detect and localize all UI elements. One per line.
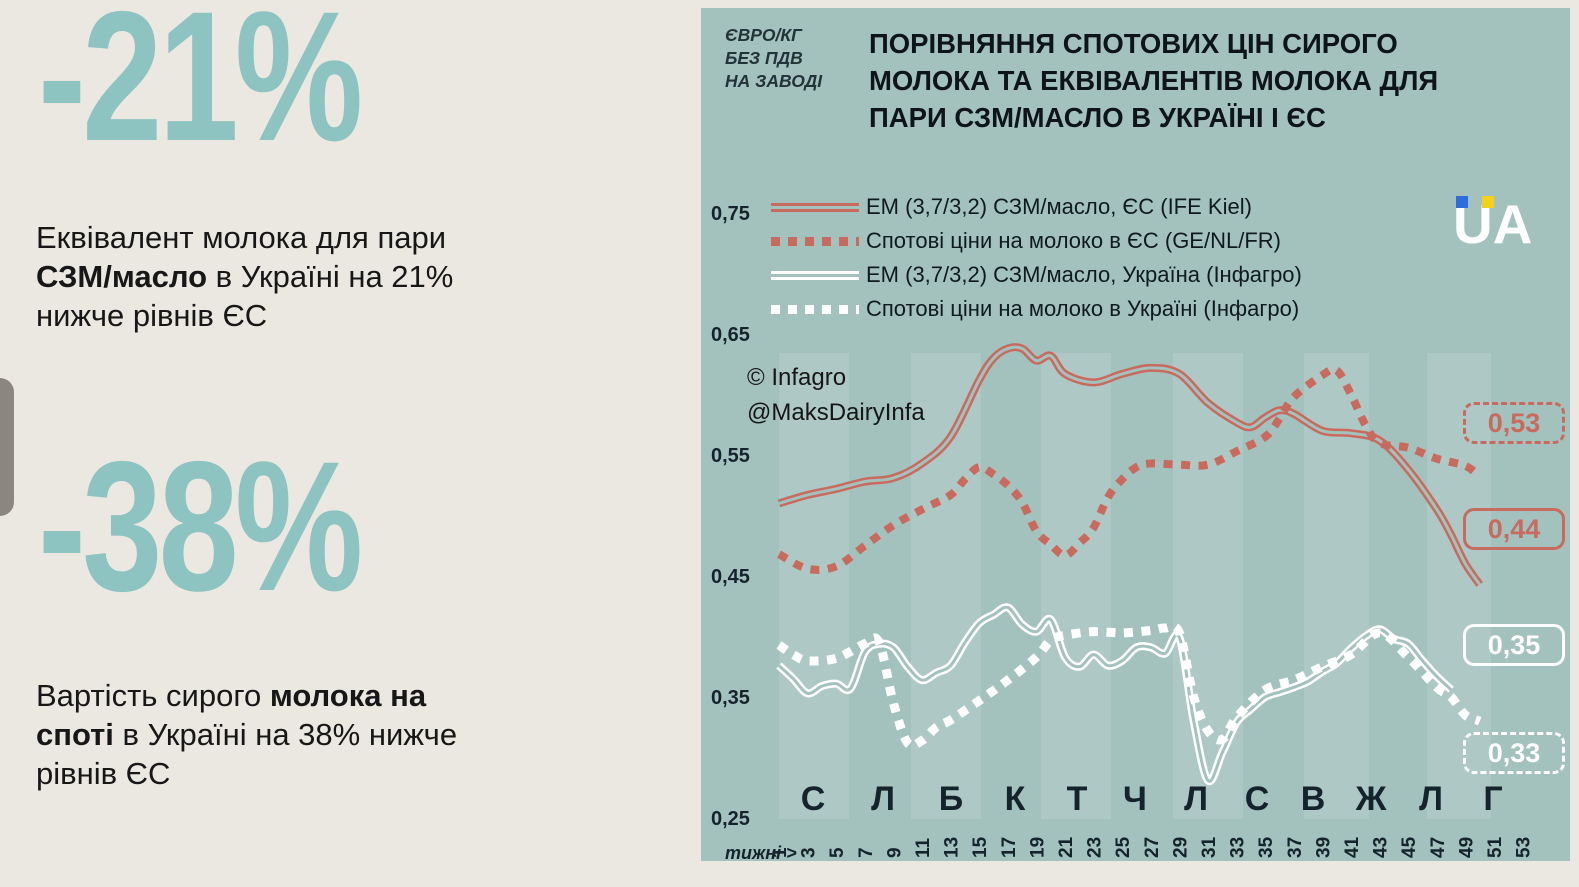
- svg-text:Г: Г: [1483, 780, 1502, 818]
- svg-text:В: В: [1301, 780, 1326, 818]
- svg-text:23: 23: [1085, 837, 1106, 858]
- chart-legend: ЕМ (3,7/3,2) СЗМ/масло, ЄС (IFE Kiel) Сп…: [771, 190, 1302, 326]
- legend-item-eu-em: ЕМ (3,7/3,2) СЗМ/масло, ЄС (IFE Kiel): [771, 190, 1302, 224]
- stat-2-text-bold: молока на споті: [36, 678, 427, 753]
- legend-item-eu-spot: Спотові ціни на молоко в ЄС (GE/NL/FR): [771, 224, 1302, 258]
- svg-text:9: 9: [884, 847, 905, 858]
- svg-text:Б: Б: [939, 780, 963, 818]
- end-value-badge-ua-em: 0,35: [1463, 624, 1565, 666]
- svg-text:31: 31: [1199, 836, 1220, 858]
- svg-text:0,35: 0,35: [711, 687, 750, 709]
- watermark-copyright: © Infagro: [747, 364, 847, 391]
- svg-text:Ч: Ч: [1123, 780, 1147, 818]
- stat-1-value: -21%: [38, 0, 363, 180]
- ua-flag-blue-square-icon: [1456, 196, 1468, 208]
- legend-label: Спотові ціни на молоко в Україні (Інфагр…: [866, 296, 1300, 321]
- legend-item-ua-spot: Спотові ціни на молоко в Україні (Інфагр…: [771, 292, 1302, 326]
- svg-text:11: 11: [913, 837, 934, 858]
- legend-label: ЕМ (3,7/3,2) СЗМ/масло, ЄС (IFE Kiel): [866, 194, 1252, 219]
- svg-text:Л: Л: [871, 780, 895, 818]
- svg-text:Ж: Ж: [1355, 780, 1387, 818]
- chart-panel: 0,75 0,65 0,55 0,45 0,35 0,25 1 3 5 7 9 11 13 15 17 19 2…: [701, 8, 1570, 861]
- y-axis-unit-note: ЄВРО/КГ БЕЗ ПДВ НА ЗАВОДІ: [725, 25, 823, 91]
- svg-text:13: 13: [942, 837, 963, 858]
- svg-text:47: 47: [1428, 837, 1449, 858]
- ua-logo: UA: [1453, 180, 1548, 252]
- ua-flag-yellow-square-icon: [1482, 196, 1494, 208]
- svg-text:41: 41: [1342, 836, 1363, 858]
- double-line-white-swatch-icon: [771, 270, 859, 280]
- svg-text:3: 3: [799, 847, 820, 858]
- dotted-line-red-swatch-icon: [771, 236, 859, 246]
- end-value-badge-eu-spot: 0,53: [1463, 402, 1565, 444]
- stat-1-text-bold: СЗМ/масло: [36, 259, 208, 295]
- svg-text:0,55: 0,55: [711, 445, 750, 467]
- svg-text:Л: Л: [1184, 780, 1208, 818]
- svg-text:35: 35: [1256, 836, 1277, 858]
- svg-text:27: 27: [1142, 837, 1163, 858]
- legend-label: ЕМ (3,7/3,2) СЗМ/масло, Україна (Інфагро…: [866, 262, 1302, 287]
- svg-text:25: 25: [1113, 836, 1134, 858]
- svg-text:21: 21: [1056, 836, 1077, 858]
- svg-text:С: С: [801, 780, 826, 818]
- svg-text:Л: Л: [1419, 780, 1443, 818]
- svg-text:17: 17: [999, 837, 1020, 858]
- watermark: © Infagro @MaksDairyInfa: [747, 360, 925, 430]
- svg-text:0,75: 0,75: [711, 203, 750, 225]
- chart-title: ПОРІВНЯННЯ СПОТОВИХ ЦІН СИРОГО МОЛОКА ТА…: [869, 28, 1439, 133]
- stat-1-text-pre: Еквівалент молока для пари: [36, 220, 447, 255]
- dotted-line-white-swatch-icon: [771, 304, 859, 314]
- svg-text:33: 33: [1228, 837, 1249, 858]
- svg-text:К: К: [1005, 780, 1026, 818]
- stat-2-value: -38%: [38, 424, 363, 630]
- legend-label: Спотові ціни на молоко в ЄС (GE/NL/FR): [866, 228, 1281, 253]
- svg-text:51: 51: [1485, 836, 1506, 858]
- svg-text:19: 19: [1027, 837, 1048, 858]
- stat-1-text-post: в Україні на 21% нижче рівнів ЄС: [36, 259, 454, 334]
- svg-text:С: С: [1245, 780, 1270, 818]
- legend-item-ua-em: ЕМ (3,7/3,2) СЗМ/масло, Україна (Інфагро…: [771, 258, 1302, 292]
- stat-2-text-post: в Україні на 38% нижче рівнів ЄС: [36, 717, 458, 792]
- svg-text:15: 15: [970, 836, 991, 858]
- svg-text:0,65: 0,65: [711, 324, 750, 346]
- double-line-red-swatch-icon: [771, 202, 859, 212]
- svg-text:29: 29: [1170, 837, 1191, 858]
- end-value-badge-ua-spot: 0,33: [1463, 732, 1565, 774]
- svg-text:53: 53: [1514, 837, 1535, 858]
- stat-1-text: Еквівалент молока для пари СЗМ/масло в У…: [36, 218, 488, 335]
- svg-text:37: 37: [1285, 837, 1306, 858]
- stat-2-text-pre: Вартість сирого: [36, 678, 270, 713]
- x-axis-label: тижні >: [725, 843, 797, 861]
- svg-text:39: 39: [1313, 837, 1334, 858]
- svg-text:0,45: 0,45: [711, 566, 750, 588]
- end-value-badge-eu-em: 0,44: [1463, 508, 1565, 550]
- watermark-handle: @MaksDairyInfa: [747, 399, 925, 426]
- svg-text:7: 7: [856, 847, 877, 858]
- svg-text:49: 49: [1456, 837, 1477, 858]
- svg-text:45: 45: [1399, 836, 1420, 858]
- svg-text:43: 43: [1371, 837, 1392, 858]
- svg-text:Т: Т: [1067, 780, 1088, 818]
- svg-text:5: 5: [827, 847, 848, 858]
- svg-text:0,25: 0,25: [711, 808, 750, 830]
- stat-2-text: Вартість сирого молока на споті в Україн…: [36, 676, 488, 793]
- edge-pill-decoration: [0, 378, 14, 516]
